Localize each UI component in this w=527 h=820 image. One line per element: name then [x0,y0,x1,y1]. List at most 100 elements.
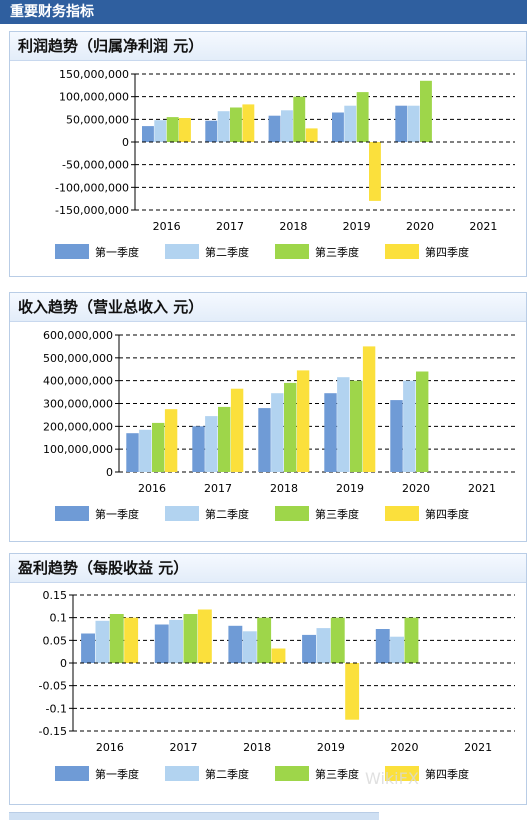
bar [205,120,218,142]
y-tick-label: -50,000,000 [62,159,129,172]
y-tick-label: 400,000,000 [43,375,113,388]
y-tick-label: 0 [60,657,67,670]
bar [218,406,231,472]
bar [362,346,376,472]
y-tick-label: 0 [106,466,113,479]
bar [152,422,165,472]
watermark: WikiFX [365,769,419,788]
bar [344,105,357,142]
y-tick-label: 50,000,000 [66,113,129,126]
y-tick-label: 100,000,000 [43,443,113,456]
revenue-trend-title: 收入趋势（营业总收入 元） [10,293,526,322]
bar [169,619,183,663]
x-tick-label: 2019 [317,741,345,754]
y-tick-label: 0.05 [43,634,68,647]
legend-label: 第四季度 [425,767,469,781]
bar [369,142,381,201]
legend-label: 第四季度 [425,507,469,521]
revenue-trend-chart: 600,000,000 500,000,000 400,000,000 300,000… [43,329,515,521]
x-tick-label: 2020 [391,741,419,754]
x-tick-label: 2018 [243,741,271,754]
bar [356,92,369,142]
bar [337,377,350,472]
x-tick-label: 2021 [464,741,492,754]
y-tick-label: 100,000,000 [59,91,129,104]
x-tick-label: 2016 [138,482,166,495]
legend-label: 第一季度 [95,767,139,781]
bar [154,120,167,142]
legend-label: 第二季度 [205,767,249,781]
bar [242,631,257,663]
bar [95,620,110,663]
bar [124,617,139,663]
bar [230,107,242,142]
bar [350,380,363,472]
legend-label: 第一季度 [95,507,139,521]
x-tick-label: 2021 [468,482,496,495]
bar [271,393,284,472]
y-tick-label: 0.15 [43,589,68,602]
y-tick-label: -150,000,000 [55,204,129,217]
legend-swatch [165,244,199,259]
bar [375,629,390,663]
legend-swatch [275,506,309,521]
y-tick-label: -100,000,000 [55,181,129,194]
bar [416,371,429,472]
bar [390,636,404,663]
x-tick-label: 2016 [96,741,124,754]
bar [217,111,230,142]
bar [258,408,271,472]
bar [242,104,255,142]
bar [81,633,95,663]
bar [330,617,345,663]
legend-swatch [165,506,199,521]
y-tick-label: -0.15 [39,725,67,738]
bar [154,624,169,663]
bar [230,388,244,472]
bar [302,634,316,663]
legend-swatch [165,766,199,781]
x-tick-label: 2017 [170,741,198,754]
x-tick-label: 2019 [343,220,371,233]
x-tick-label: 2017 [216,220,244,233]
legend-swatch [275,766,309,781]
bar [420,80,432,142]
legend-label: 第二季度 [205,245,249,259]
y-tick-label: 200,000,000 [43,420,113,433]
revenue-trend-panel: 收入趋势（营业总收入 元） 600,000,000 500,000,000 400,… [9,292,527,542]
bar [316,628,331,663]
bar [109,614,124,663]
x-tick-label: 2016 [153,220,181,233]
bar [192,426,205,472]
legend-swatch [385,244,419,259]
bar [293,96,306,142]
bar [142,126,154,142]
bar [271,648,286,663]
profit-trend-panel: 利润趋势（归属净利润 元） 150,000,000 100,000,000 50,0… [9,31,527,277]
legend-swatch [55,244,89,259]
bar [268,115,281,142]
bar [284,382,297,472]
legend-swatch [385,766,419,781]
bar [257,617,272,663]
legend-swatch [55,766,89,781]
profit-trend-chart: 150,000,000 100,000,000 50,000,000 0 -50,000… [55,68,515,259]
bar [324,393,337,472]
bar [390,400,403,472]
y-tick-label: 500,000,000 [43,352,113,365]
eps-trend-title: 盈利趋势（每股收益 元） [10,554,526,583]
y-tick-label: -0.05 [39,680,67,693]
legend-swatch [275,244,309,259]
x-tick-label: 2017 [204,482,232,495]
eps-trend-panel: 盈利趋势（每股收益 元） 0.15 0.1 0.05 0 -0.05 -0.1 -0.15 2… [9,553,527,805]
legend-label: 第一季度 [95,245,139,259]
bar [296,370,310,472]
bar [404,617,419,663]
x-tick-label: 2019 [336,482,364,495]
x-tick-label: 2018 [279,220,307,233]
x-tick-label: 2020 [406,220,434,233]
y-tick-label: 0 [122,136,129,149]
bar [205,416,218,472]
bar [126,433,139,472]
bar [305,128,318,142]
